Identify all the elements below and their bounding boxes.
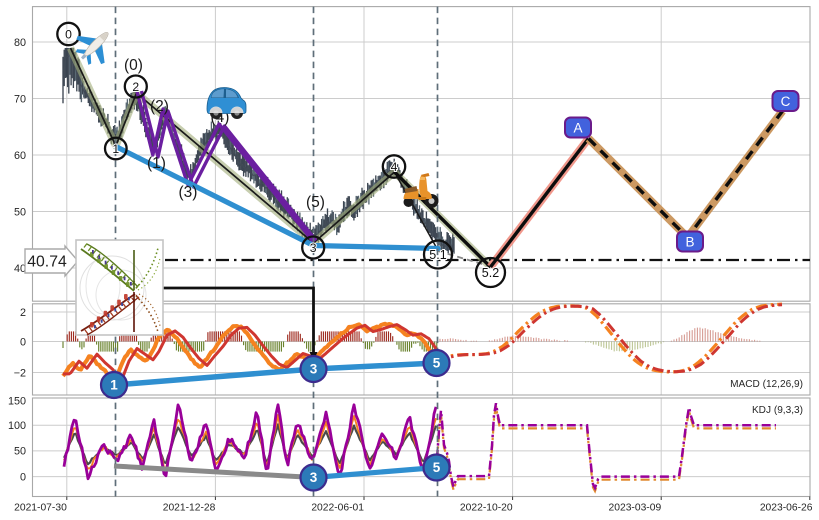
svg-text:2021-12-28: 2021-12-28 [163, 503, 216, 514]
svg-text:0: 0 [20, 336, 26, 348]
svg-text:100: 100 [8, 420, 26, 432]
svg-text:5: 5 [433, 460, 441, 475]
svg-text:1: 1 [112, 142, 119, 156]
svg-text:0: 0 [65, 27, 72, 41]
svg-text:40.74: 40.74 [27, 254, 67, 271]
svg-text:5: 5 [433, 356, 441, 371]
svg-text:3: 3 [310, 362, 318, 377]
svg-text:60: 60 [14, 150, 26, 162]
svg-text:2021-07-30: 2021-07-30 [14, 503, 67, 514]
svg-text:(0): (0) [124, 57, 143, 74]
svg-text:150: 150 [8, 395, 26, 407]
svg-text:3: 3 [310, 241, 317, 255]
svg-text:2023-06-26: 2023-06-26 [760, 503, 813, 514]
svg-text:2022-06-01: 2022-06-01 [311, 503, 364, 514]
svg-text:1: 1 [110, 378, 118, 393]
svg-text:70: 70 [14, 93, 26, 105]
svg-text:2: 2 [20, 307, 26, 319]
svg-text:(5): (5) [306, 194, 325, 211]
svg-text:50: 50 [14, 446, 26, 458]
svg-text:5.1: 5.1 [429, 248, 446, 262]
svg-text:0: 0 [20, 471, 26, 483]
svg-text:A: A [573, 120, 582, 135]
svg-text:(1): (1) [147, 155, 166, 172]
svg-text:KDJ (9,3,3): KDJ (9,3,3) [752, 405, 803, 416]
svg-text:MACD (12,26,9): MACD (12,26,9) [730, 379, 803, 390]
svg-text:50: 50 [14, 206, 26, 218]
svg-text:80: 80 [14, 37, 26, 49]
svg-text:2022-10-20: 2022-10-20 [460, 503, 513, 514]
svg-text:B: B [685, 234, 694, 249]
svg-text:−2: −2 [14, 367, 26, 379]
svg-text:40: 40 [14, 263, 26, 275]
svg-text:2023-03-09: 2023-03-09 [609, 503, 662, 514]
svg-text:4: 4 [391, 160, 398, 174]
svg-text:3: 3 [310, 470, 318, 485]
svg-text:5.2: 5.2 [482, 266, 499, 280]
svg-text:(2): (2) [150, 98, 169, 115]
svg-text:(3): (3) [179, 184, 198, 201]
svg-text:2: 2 [132, 80, 139, 94]
svg-text:C: C [781, 94, 791, 109]
